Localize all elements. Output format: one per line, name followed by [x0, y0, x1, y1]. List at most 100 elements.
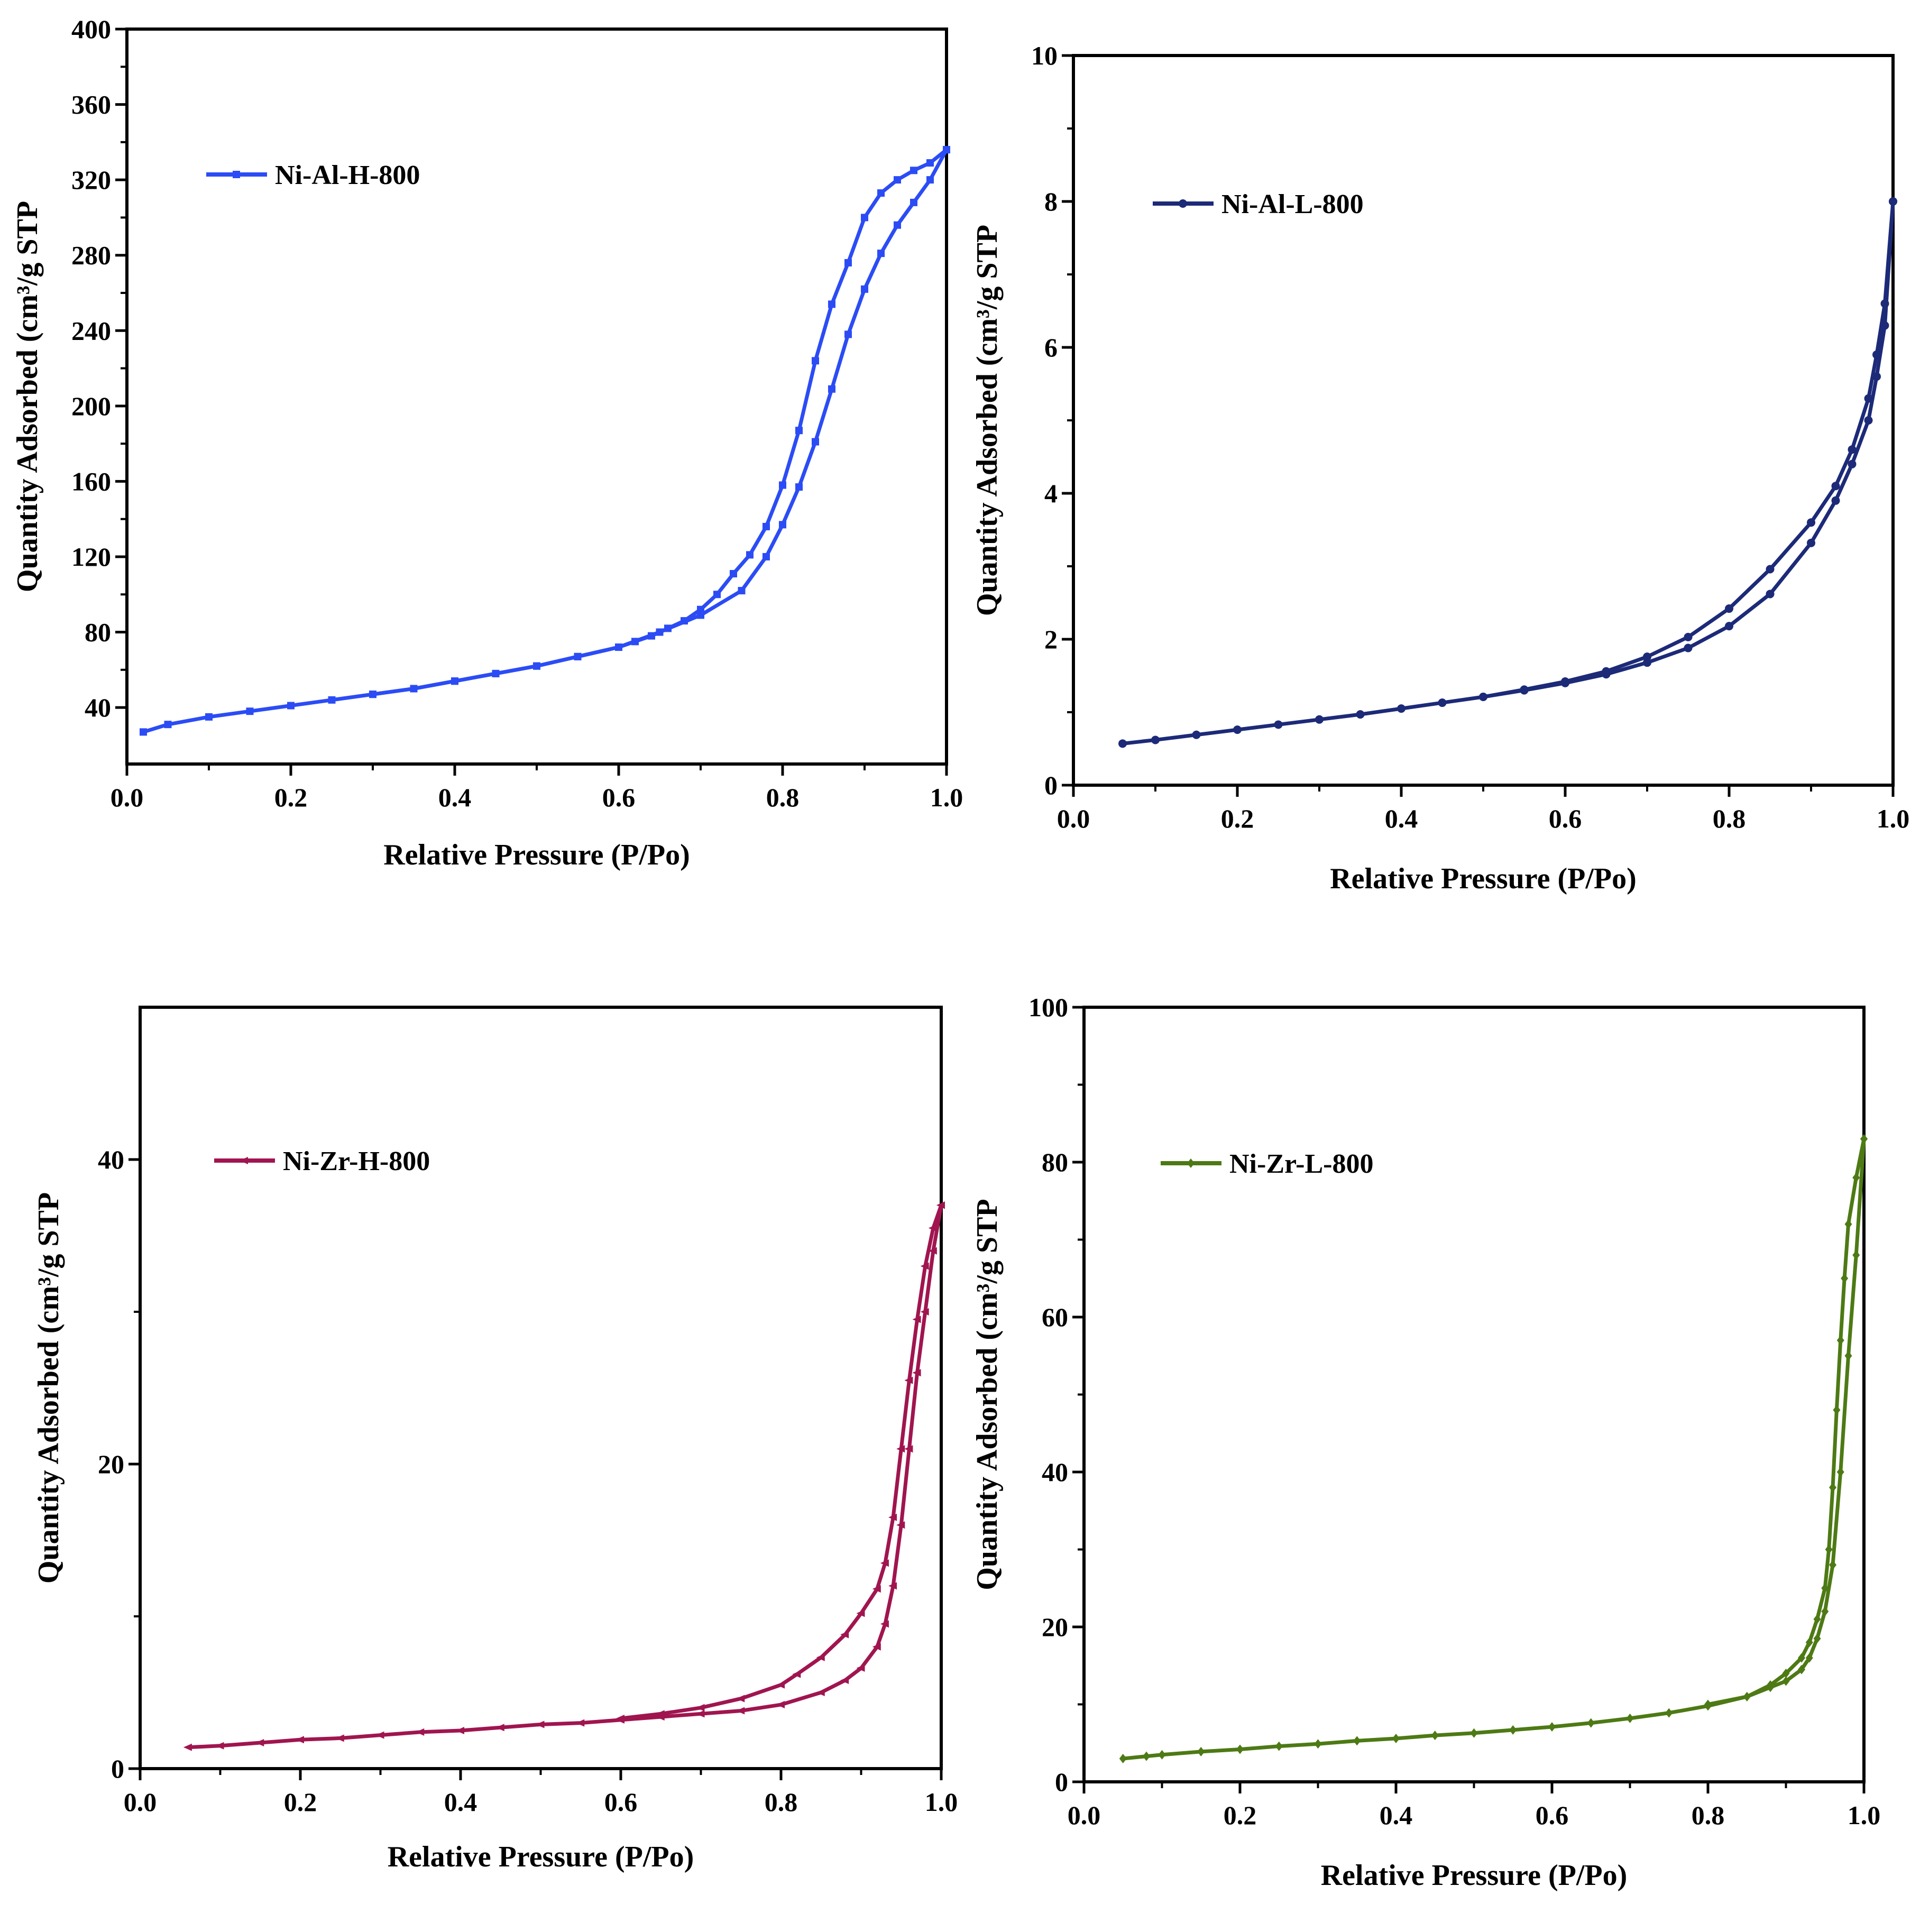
adsorption-point [840, 1676, 849, 1684]
x-tick-label: 1.0 [1877, 804, 1910, 833]
adsorption-point [1470, 1728, 1478, 1738]
adsorption-point [776, 1701, 785, 1709]
adsorption-point [576, 1719, 585, 1727]
desorption-point [616, 1714, 624, 1722]
adsorption-point [1392, 1733, 1400, 1743]
adsorption-point [1353, 1736, 1361, 1746]
x-tick-label: 0.6 [1536, 1800, 1569, 1830]
desorption-point [410, 685, 418, 693]
x-tick-label: 0.6 [602, 783, 636, 812]
desorption-point [910, 167, 917, 174]
adsorption-point [1805, 1653, 1813, 1663]
adsorption-point [779, 521, 786, 529]
x-tick-label: 1.0 [1848, 1800, 1881, 1830]
desorption-point [1767, 1680, 1774, 1690]
desorption-point [1725, 604, 1733, 613]
adsorption-point [183, 1743, 192, 1751]
desorption-point [574, 652, 582, 660]
legend: Ni-Al-H-800 [206, 160, 420, 190]
y-tick-label: 160 [71, 466, 111, 496]
desorption-point [736, 1695, 745, 1703]
adsorption-point [738, 587, 746, 595]
y-tick-label: 240 [71, 316, 111, 345]
series-desorption [616, 1201, 945, 1722]
adsorption-point [255, 1739, 264, 1747]
x-tick-label: 0.4 [438, 783, 472, 812]
legend-swatch-marker [233, 171, 240, 178]
desorption-point [1880, 299, 1889, 308]
y-tick-label: 320 [71, 165, 111, 195]
x-tick-label: 1.0 [925, 1787, 958, 1817]
legend-label: Ni-Zr-L-800 [1229, 1149, 1373, 1179]
y-tick-label: 8 [1044, 187, 1058, 216]
desorption-point [1844, 1219, 1852, 1229]
adsorption-point [872, 1643, 881, 1651]
adsorption-point [844, 330, 852, 338]
adsorption-point [287, 702, 295, 710]
adsorption-point [1807, 538, 1815, 547]
y-axis-title: Quantity Adsorbed (cm³/g STP [32, 1192, 65, 1584]
x-tick-label: 0.8 [1713, 804, 1746, 833]
adsorption-point [1197, 1746, 1205, 1756]
y-tick-label: 2 [1044, 624, 1058, 654]
desorption-point [1841, 1273, 1849, 1283]
adsorption-point [1397, 704, 1405, 713]
x-tick-label: 0.6 [1549, 804, 1582, 833]
desorption-point [631, 638, 639, 646]
x-tick-label: 0.2 [1224, 1800, 1257, 1830]
adsorption-point [1119, 1754, 1127, 1764]
adsorption-point [416, 1728, 425, 1736]
desorption-point [664, 624, 672, 632]
desorption-point [648, 632, 655, 640]
desorption-point [912, 1315, 921, 1323]
adsorption-point [1821, 1606, 1829, 1616]
y-tick-label: 100 [1028, 992, 1068, 1022]
y-tick-label: 360 [71, 90, 111, 119]
adsorption-point [795, 483, 803, 491]
adsorption-point [1626, 1713, 1634, 1723]
y-tick-label: 20 [98, 1449, 124, 1479]
adsorption-point [1158, 1750, 1166, 1760]
series-adsorption [1118, 197, 1897, 748]
y-tick-label: 0 [111, 1754, 124, 1783]
desorption-point [888, 1513, 897, 1521]
desorption-point [920, 1262, 929, 1270]
y-tick-label: 4 [1044, 479, 1058, 508]
adsorption-point [1813, 1633, 1821, 1643]
desorption-point [861, 214, 868, 222]
adsorption-point [763, 553, 770, 560]
x-tick-label: 0.0 [1068, 1800, 1101, 1830]
adsorption-point [246, 707, 254, 715]
y-tick-label: 80 [85, 618, 111, 647]
desorption-point [812, 357, 819, 365]
desorption-point [656, 1710, 665, 1718]
x-axis-title: Relative Pressure (P/Po) [1330, 862, 1637, 895]
desorption-point [904, 1376, 913, 1384]
desorption-point [1805, 1637, 1813, 1648]
desorption-point [697, 605, 704, 613]
legend: Ni-Zr-L-800 [1161, 1149, 1373, 1179]
desorption-point [1848, 445, 1857, 454]
x-tick-label: 0.8 [766, 783, 800, 812]
legend-swatch-marker [1187, 1158, 1195, 1168]
x-tick-label: 0.0 [1057, 804, 1090, 833]
y-tick-label: 6 [1044, 333, 1058, 362]
desorption-point [856, 1609, 865, 1617]
desorption-point [1825, 1544, 1833, 1554]
desorption-point [1889, 197, 1897, 206]
adsorption-point [1725, 622, 1733, 631]
adsorption-point [1829, 1560, 1836, 1570]
adsorption-point [1236, 1744, 1244, 1754]
desorption-point [533, 662, 540, 670]
x-tick-label: 0.0 [111, 783, 144, 812]
adsorption-point [912, 1369, 921, 1377]
legend: Ni-Zr-H-800 [214, 1146, 430, 1176]
legend: Ni-Al-L-800 [1153, 189, 1364, 219]
adsorption-point [877, 250, 885, 257]
x-tick-label: 0.8 [1692, 1800, 1725, 1830]
chart-panel-4: 0.0 0.2 0.4 0.6 0.8 1.0 0 20 40 60 80 100 Relative P… [971, 992, 1880, 1892]
adsorption-point [697, 611, 704, 619]
adsorption-point [1665, 1708, 1673, 1718]
legend-swatch-marker [1179, 199, 1187, 208]
